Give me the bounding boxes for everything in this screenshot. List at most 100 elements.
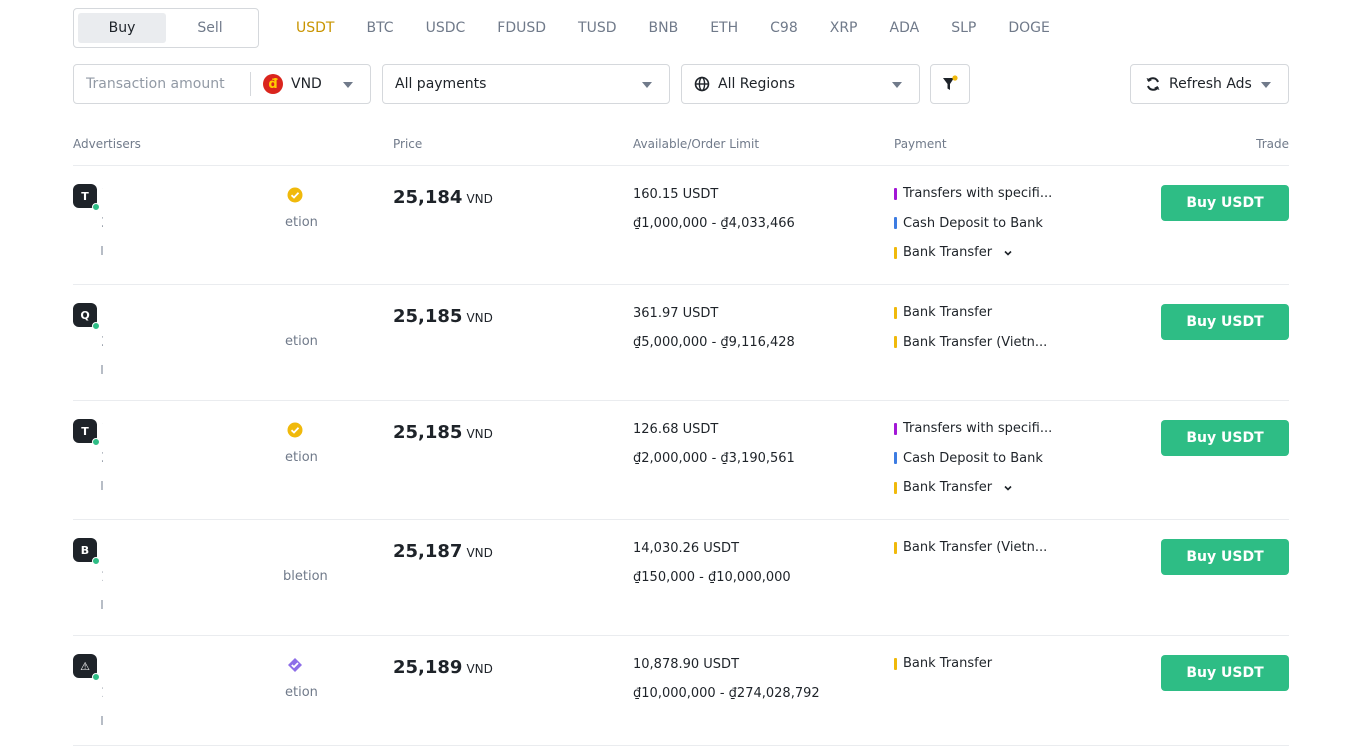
completion-rate: etion [285, 334, 318, 349]
available-amount: 126.68 USDT [633, 422, 719, 437]
filter-button[interactable] [930, 64, 970, 104]
refresh-ads-label: Refresh Ads [1169, 76, 1252, 92]
payment-label: Cash Deposit to Bank [903, 450, 1043, 466]
price-value: 25,185 [393, 306, 463, 327]
asset-tab-c98[interactable]: C98 [770, 20, 798, 36]
avatar-initial: B [80, 543, 90, 557]
avatar-initial: T [81, 189, 89, 203]
asset-tab-eth[interactable]: ETH [710, 20, 739, 36]
price-currency: VND [466, 662, 493, 676]
advertiser-avatar[interactable]: B [73, 538, 100, 565]
advertiser-avatar[interactable]: ⚠ [73, 654, 100, 681]
advertiser-avatar[interactable]: T [73, 419, 100, 446]
ad-price: 25,184 VND [393, 187, 493, 208]
price-currency: VND [466, 546, 493, 560]
asset-tab-tusd[interactable]: TUSD [578, 20, 617, 36]
payment-color-tag [894, 187, 897, 200]
payment-label: Cash Deposit to Bank [903, 215, 1043, 231]
price-currency: VND [466, 427, 493, 441]
obscured-region [103, 401, 285, 519]
header-trade: Trade [1256, 137, 1289, 151]
currency-select[interactable]: đ VND [251, 65, 370, 103]
price-value: 25,184 [393, 187, 463, 208]
asset-tab-btc[interactable]: BTC [366, 20, 394, 36]
payment-color-tag [894, 452, 897, 464]
ad-price: 25,185 VND [393, 422, 493, 443]
advertiser-avatar[interactable]: Q [73, 303, 100, 330]
refresh-ads-button[interactable]: Refresh Ads [1130, 64, 1289, 104]
available-amount: 14,030.26 USDT [633, 541, 740, 556]
asset-tab-slp[interactable]: SLP [951, 20, 977, 36]
price-currency: VND [466, 192, 493, 206]
amount-filter: đ VND [73, 64, 371, 104]
caret-down-icon [642, 82, 652, 88]
completion-rate: etion [285, 450, 318, 465]
payment-label: Bank Transfer [903, 656, 993, 671]
buy-usdt-button[interactable]: Buy USDT [1161, 539, 1289, 575]
payment-label: Bank Transfer [903, 305, 993, 320]
asset-tab-ada[interactable]: ADA [889, 20, 920, 36]
asset-tab-usdt[interactable]: USDT [296, 20, 335, 36]
payment-method: Cash Deposit to Bank [894, 216, 1043, 231]
asset-tab-usdc[interactable]: USDC [425, 20, 466, 36]
asset-tab-bnb[interactable]: BNB [648, 20, 679, 36]
order-limit: ₫150,000 - ₫10,000,000 [633, 570, 791, 585]
payment-label: Bank Transfer (Vietn... [903, 334, 1048, 350]
online-status-dot [92, 673, 100, 681]
caret-down-icon [1261, 82, 1271, 88]
payment-label: Bank Transfer (Vietn... [903, 540, 1048, 555]
advertiser-avatar[interactable]: T [73, 184, 100, 211]
advertiser-rating [101, 600, 103, 609]
buy-usdt-button[interactable]: Buy USDT [1161, 655, 1289, 691]
payment-color-tag [894, 217, 897, 229]
ad-price: 25,189 VND [393, 657, 493, 678]
buy-sell-toggle: Buy Sell [73, 8, 259, 48]
header-payment: Payment [894, 137, 947, 151]
payment-label: Transfers with specifi... [903, 186, 1053, 201]
payment-color-tag [894, 541, 897, 554]
asset-tab-xrp[interactable]: XRP [829, 20, 858, 36]
obscured-region [103, 285, 285, 400]
regions-dropdown[interactable]: All Regions [681, 64, 920, 104]
price-value: 25,189 [393, 657, 463, 678]
order-limit: ₫2,000,000 - ₫3,190,561 [633, 451, 795, 466]
advertiser-rating [101, 246, 103, 255]
chevron-down-icon[interactable] [1002, 482, 1014, 494]
asset-tab-doge[interactable]: DOGE [1008, 20, 1050, 36]
buy-usdt-button[interactable]: Buy USDT [1161, 304, 1289, 340]
payment-method: Bank Transfer (Vietn... [894, 335, 1047, 350]
payment-method: Bank Transfer [894, 480, 1014, 495]
available-amount: 10,878.90 USDT [633, 657, 740, 672]
available-amount: 160.15 USDT [633, 187, 719, 202]
online-status-dot [92, 438, 100, 446]
buy-usdt-button[interactable]: Buy USDT [1161, 185, 1289, 221]
buy-tab[interactable]: Buy [78, 13, 166, 43]
payments-dropdown[interactable]: All payments [382, 64, 670, 104]
header-advertisers: Advertisers [73, 137, 141, 151]
completion-rate: etion [285, 685, 318, 700]
avatar-initial: T [81, 424, 89, 438]
avatar-initial: ⚠ [80, 659, 90, 673]
payment-color-tag [894, 306, 897, 319]
verified-merchant-icon [287, 422, 303, 438]
chevron-down-icon[interactable] [1002, 247, 1014, 259]
payments-label: All payments [395, 76, 487, 92]
obscured-region [103, 166, 285, 284]
payment-method: Transfers with specifi... [894, 421, 1052, 436]
payment-method: Bank Transfer (Vietn... [894, 540, 1047, 555]
order-limit: ₫1,000,000 - ₫4,033,466 [633, 216, 795, 231]
obscured-region [103, 520, 285, 635]
online-status-dot [92, 557, 100, 565]
asset-tab-fdusd[interactable]: FDUSD [497, 20, 547, 36]
transaction-amount-input[interactable] [74, 65, 250, 103]
buy-usdt-button[interactable]: Buy USDT [1161, 420, 1289, 456]
refresh-icon [1146, 77, 1160, 91]
sell-tab[interactable]: Sell [197, 20, 223, 36]
ad-price: 25,187 VND [393, 541, 493, 562]
advertiser-rating [101, 716, 103, 725]
verified-merchant-icon [287, 187, 303, 203]
order-limit: ₫5,000,000 - ₫9,116,428 [633, 335, 795, 350]
